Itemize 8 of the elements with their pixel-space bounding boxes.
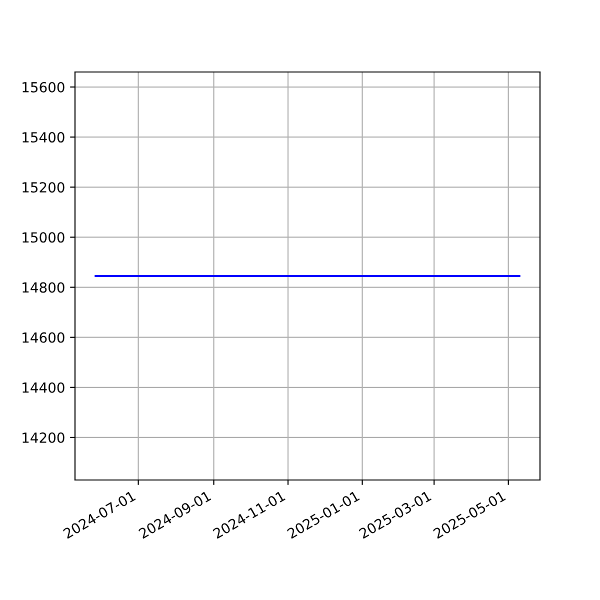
y-tick-label: 14800	[22, 282, 64, 293]
y-tick-label: 15400	[22, 132, 64, 143]
y-tick-label: 14200	[22, 432, 64, 443]
y-tick-label: 14400	[22, 382, 64, 393]
y-tick-label: 15200	[22, 182, 64, 193]
y-tick-label: 14600	[22, 332, 64, 343]
y-tick-label: 15600	[22, 82, 64, 92]
y-tick-label: 15000	[22, 232, 64, 243]
